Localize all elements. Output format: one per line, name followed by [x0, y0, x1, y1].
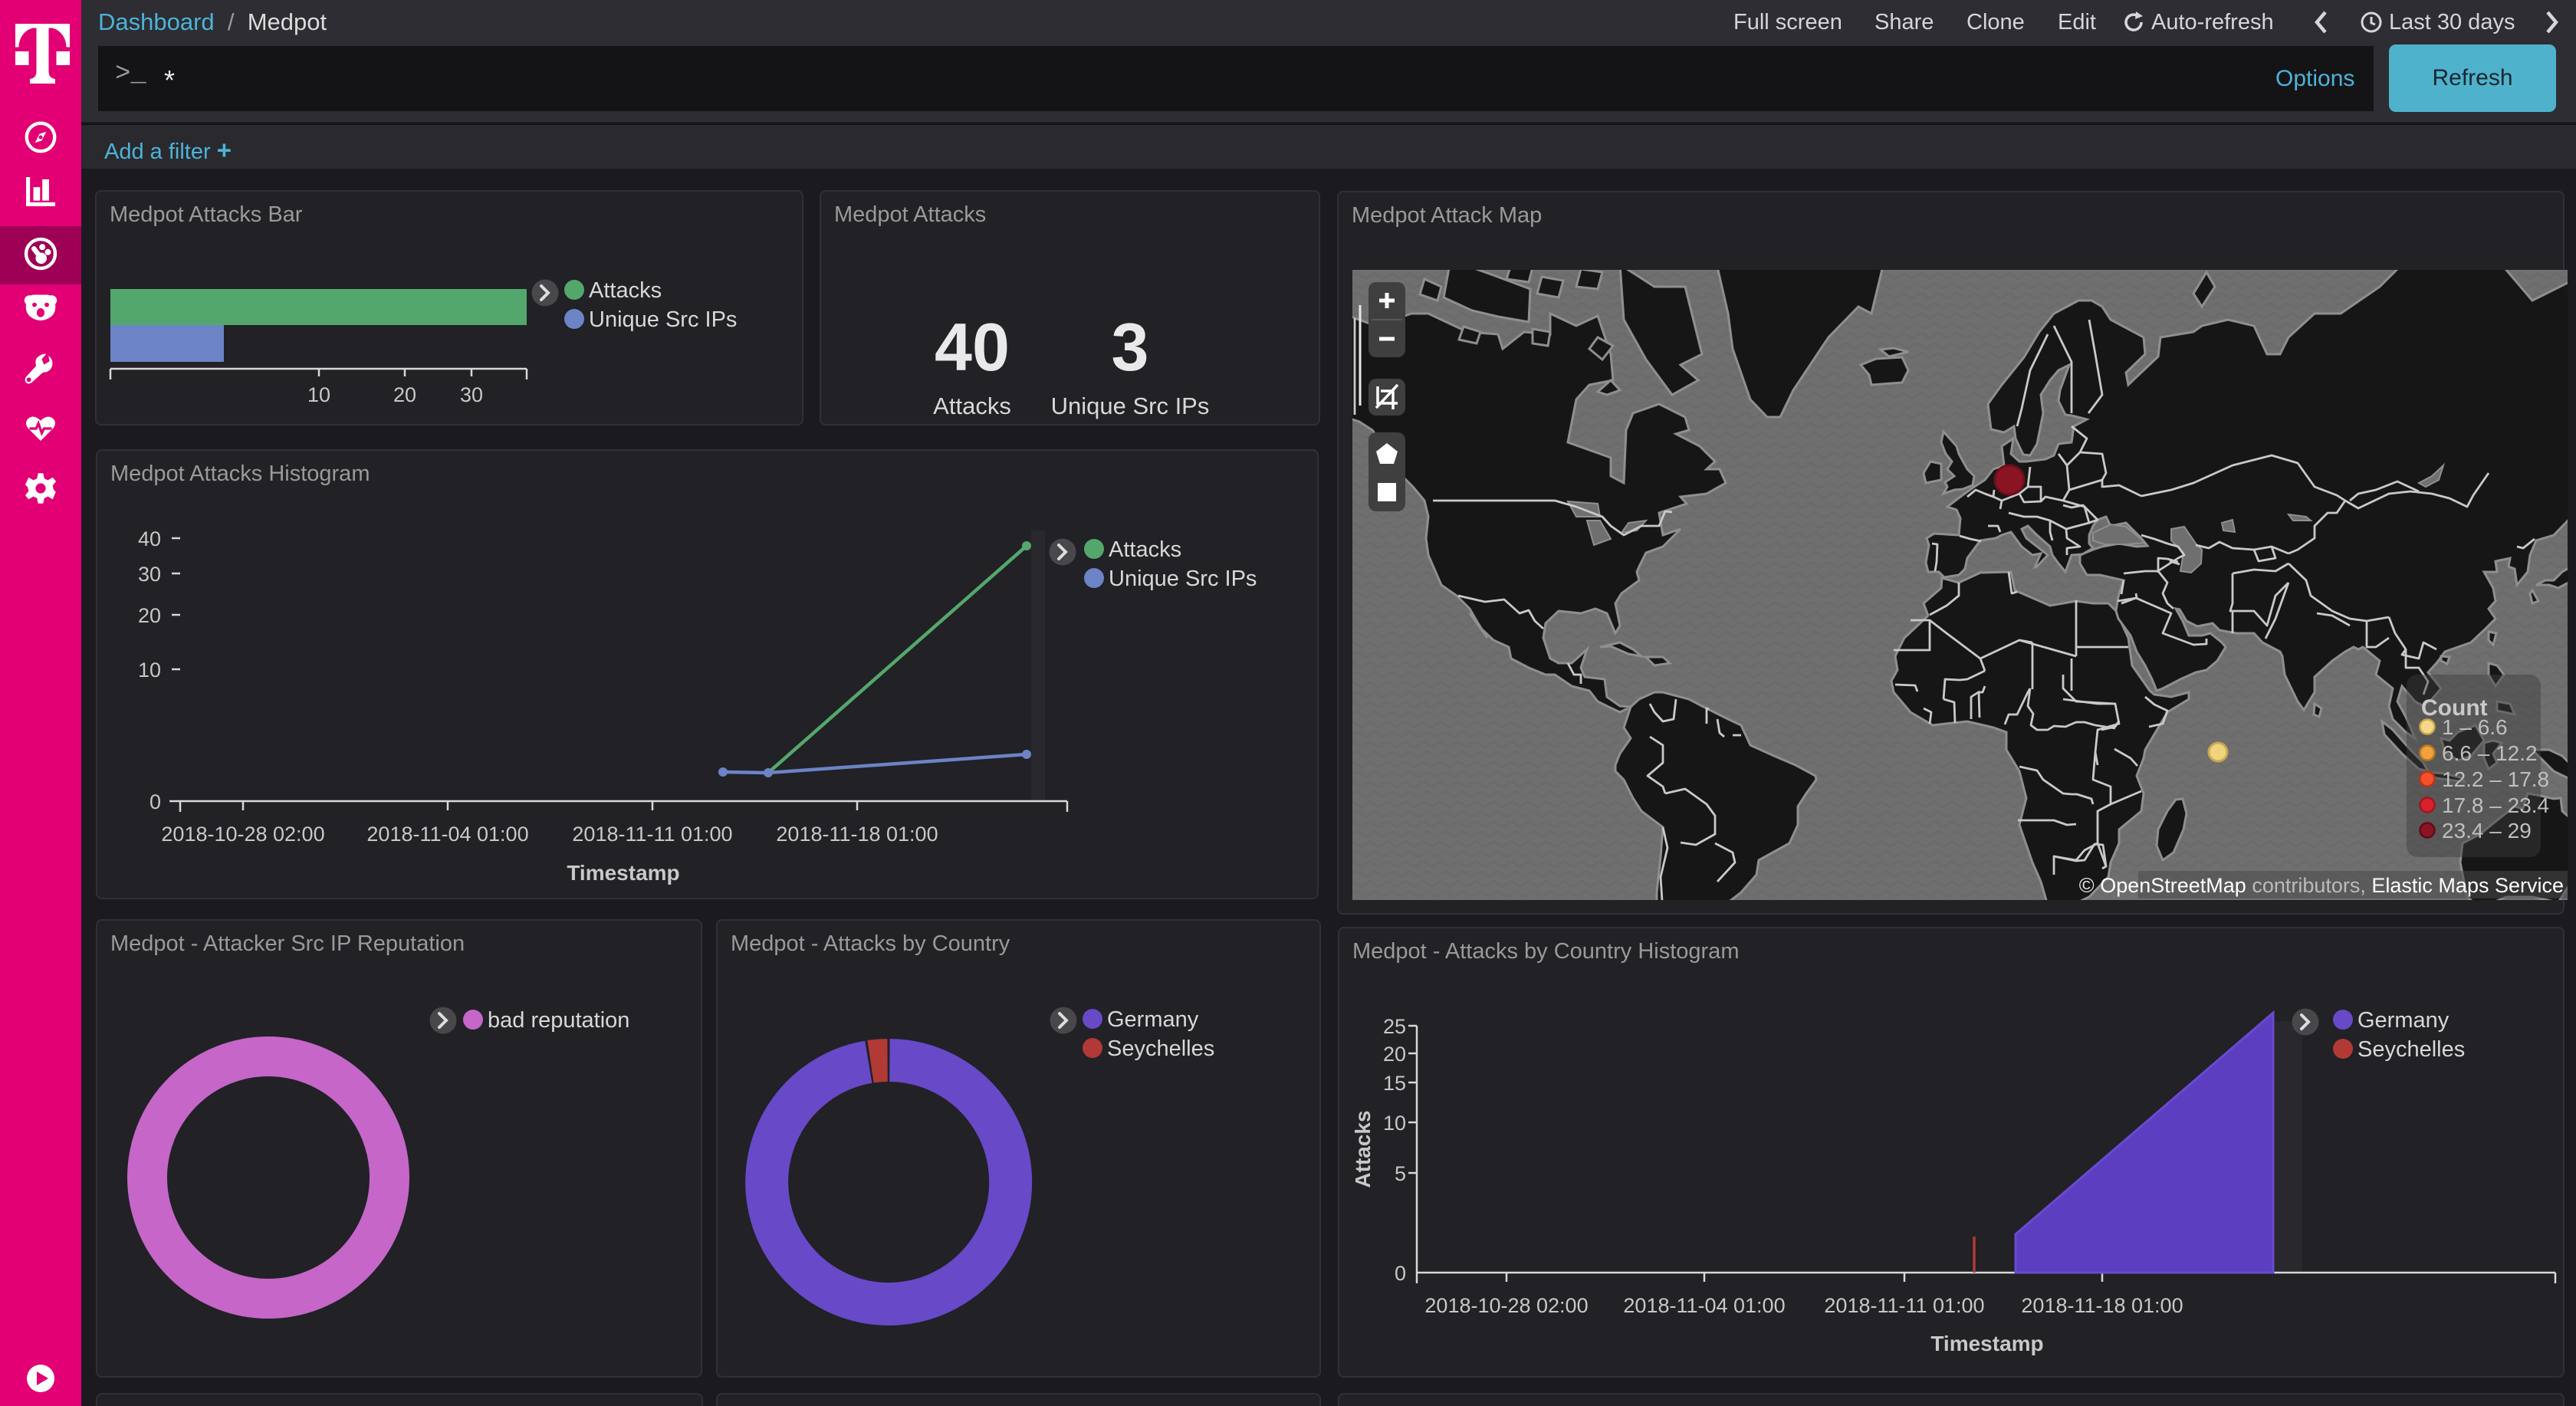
svg-text:6.6 – 12.2: 6.6 – 12.2	[2442, 741, 2538, 765]
svg-text:2018-10-28 02:00: 2018-10-28 02:00	[1424, 1294, 1588, 1317]
svg-text:0: 0	[1395, 1262, 1406, 1285]
svg-text:0: 0	[150, 790, 161, 813]
svg-text:20: 20	[138, 604, 161, 627]
svg-text:15: 15	[1383, 1072, 1406, 1095]
svg-text:Unique Src IPs: Unique Src IPs	[1109, 567, 1257, 591]
svg-text:10: 10	[138, 659, 161, 682]
svg-text:2018-11-11 01:00: 2018-11-11 01:00	[1824, 1294, 1984, 1317]
svg-text:1 – 6.6: 1 – 6.6	[2442, 715, 2508, 739]
svg-text:Seychelles: Seychelles	[1107, 1036, 1214, 1061]
svg-text:Seychelles: Seychelles	[2358, 1037, 2465, 1062]
svg-text:2018-11-18 01:00: 2018-11-18 01:00	[776, 823, 938, 846]
svg-text:2018-11-04 01:00: 2018-11-04 01:00	[366, 823, 528, 846]
svg-text:2018-11-18 01:00: 2018-11-18 01:00	[2021, 1294, 2183, 1317]
svg-text:20: 20	[393, 383, 416, 406]
svg-text:5: 5	[1395, 1162, 1406, 1185]
svg-text:20: 20	[1383, 1043, 1406, 1066]
svg-text:2018-10-28 02:00: 2018-10-28 02:00	[161, 823, 324, 846]
svg-text:bad reputation: bad reputation	[488, 1008, 629, 1033]
svg-text:30: 30	[460, 383, 483, 406]
svg-text:© OpenStreetMap contributors,: © OpenStreetMap contributors, Elastic Ma…	[2079, 874, 2564, 897]
svg-text:25: 25	[1383, 1015, 1406, 1038]
svg-text:Timestamp: Timestamp	[1930, 1332, 2043, 1355]
svg-text:Unique Src IPs: Unique Src IPs	[589, 307, 737, 332]
svg-text:12.2 – 17.8: 12.2 – 17.8	[2442, 767, 2549, 791]
svg-text:Timestamp: Timestamp	[567, 861, 679, 885]
svg-text:10: 10	[1383, 1112, 1406, 1135]
svg-text:Germany: Germany	[1107, 1007, 1199, 1032]
svg-text:40: 40	[138, 527, 161, 550]
svg-text:Germany: Germany	[2358, 1008, 2450, 1033]
svg-text:30: 30	[138, 563, 161, 586]
svg-text:Attacks: Attacks	[1109, 537, 1181, 562]
svg-text:Attacks: Attacks	[1351, 1110, 1375, 1188]
svg-text:2018-11-04 01:00: 2018-11-04 01:00	[1623, 1294, 1785, 1317]
svg-text:17.8 – 23.4: 17.8 – 23.4	[2442, 793, 2549, 817]
svg-text:10: 10	[307, 383, 330, 406]
svg-text:Count: Count	[2421, 695, 2488, 721]
svg-text:2018-11-11 01:00: 2018-11-11 01:00	[572, 823, 732, 846]
svg-text:23.4 – 29: 23.4 – 29	[2442, 819, 2532, 843]
svg-text:Attacks: Attacks	[589, 278, 662, 303]
